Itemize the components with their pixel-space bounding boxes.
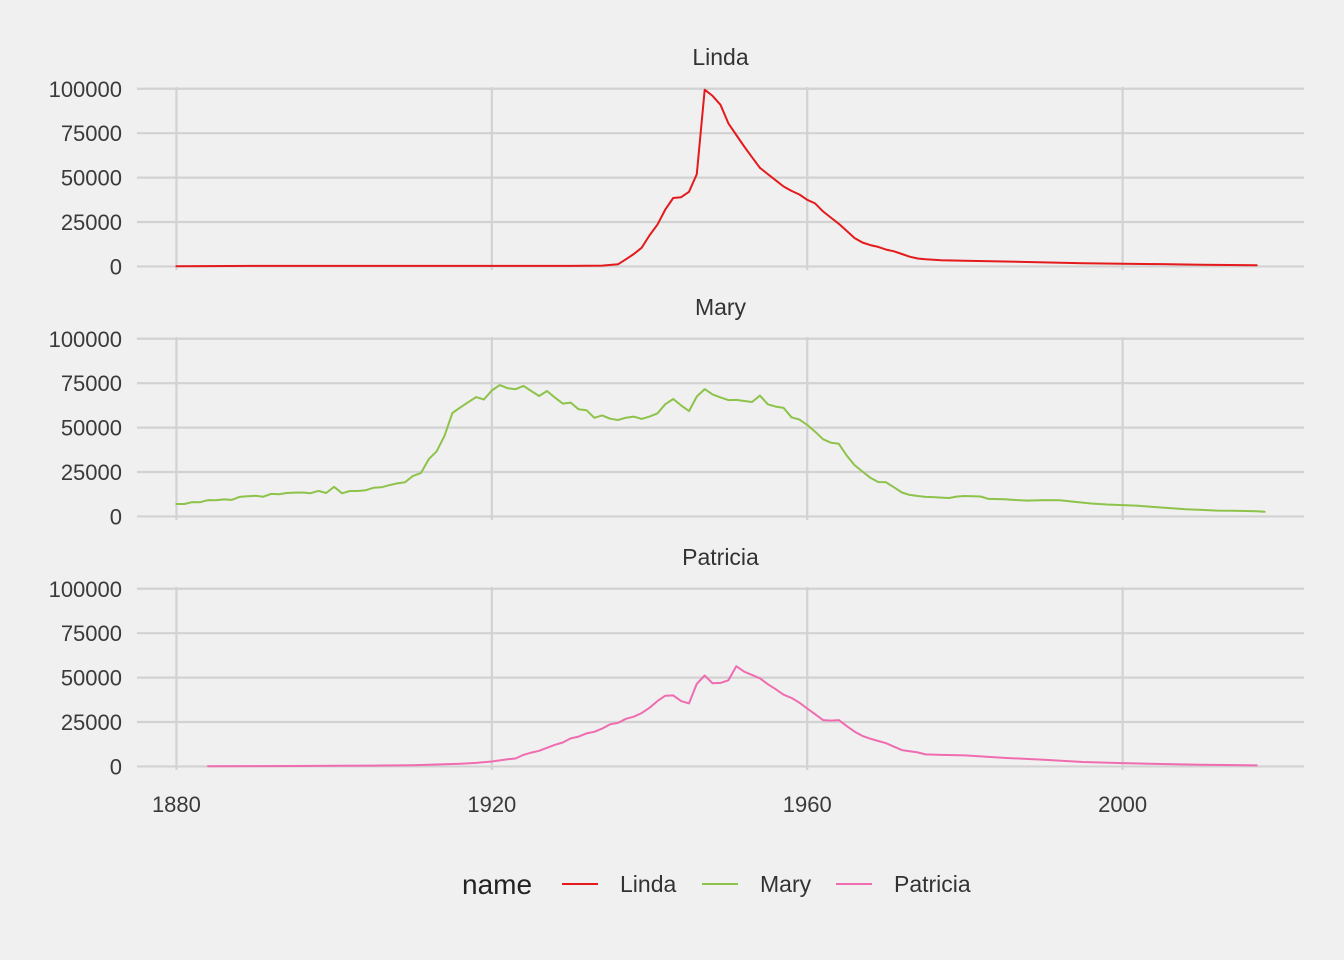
y-tick-label: 75000: [61, 371, 122, 396]
legend-item-mary: Mary: [702, 871, 812, 897]
legend-title: name: [462, 869, 532, 900]
y-tick-label: 50000: [61, 666, 122, 691]
y-tick-label: 100000: [49, 77, 122, 102]
facet-panel-patricia: 0 25000 50000 75000 100000 Patricia: [49, 544, 1304, 779]
y-tick-label: 75000: [61, 121, 122, 146]
y-tick-label: 0: [110, 754, 122, 779]
y-tick-label: 0: [110, 254, 122, 279]
legend: name Linda Mary Patricia: [462, 869, 971, 900]
x-tick-label: 1920: [467, 792, 516, 817]
x-axis: 1880 1920 1960 2000: [152, 792, 1147, 817]
legend-item-patricia: Patricia: [836, 871, 971, 897]
facet-panel-mary: 0 25000 50000 75000 100000 Mary: [49, 294, 1304, 529]
facet-panel-linda: 0 25000 50000 75000 100000 Linda: [49, 44, 1304, 279]
y-tick-label: 50000: [61, 166, 122, 191]
legend-label: Patricia: [894, 871, 971, 897]
y-tick-label: 100000: [49, 327, 122, 352]
facet-panels: 0 25000 50000 75000 100000 Linda 0 25000 50000 75…: [49, 44, 1304, 779]
y-tick-label: 75000: [61, 621, 122, 646]
y-tick-label: 25000: [61, 460, 122, 485]
facet-strip-label: Linda: [692, 44, 748, 70]
series-line-patricia: [207, 665, 1258, 768]
y-tick-label: 25000: [61, 710, 122, 735]
facet-strip-label: Mary: [695, 294, 747, 320]
x-tick-label: 1880: [152, 792, 201, 817]
legend-label: Mary: [760, 871, 812, 897]
y-tick-label: 25000: [61, 210, 122, 235]
y-tick-label: 50000: [61, 416, 122, 441]
series-line-linda: [175, 88, 1258, 268]
facet-strip-label: Patricia: [682, 544, 759, 570]
x-tick-label: 1960: [783, 792, 832, 817]
y-tick-label: 0: [110, 504, 122, 529]
y-tick-label: 100000: [49, 577, 122, 602]
legend-item-linda: Linda: [562, 871, 676, 897]
x-tick-label: 2000: [1098, 792, 1147, 817]
legend-label: Linda: [620, 871, 676, 897]
series-line-mary: [175, 384, 1266, 513]
